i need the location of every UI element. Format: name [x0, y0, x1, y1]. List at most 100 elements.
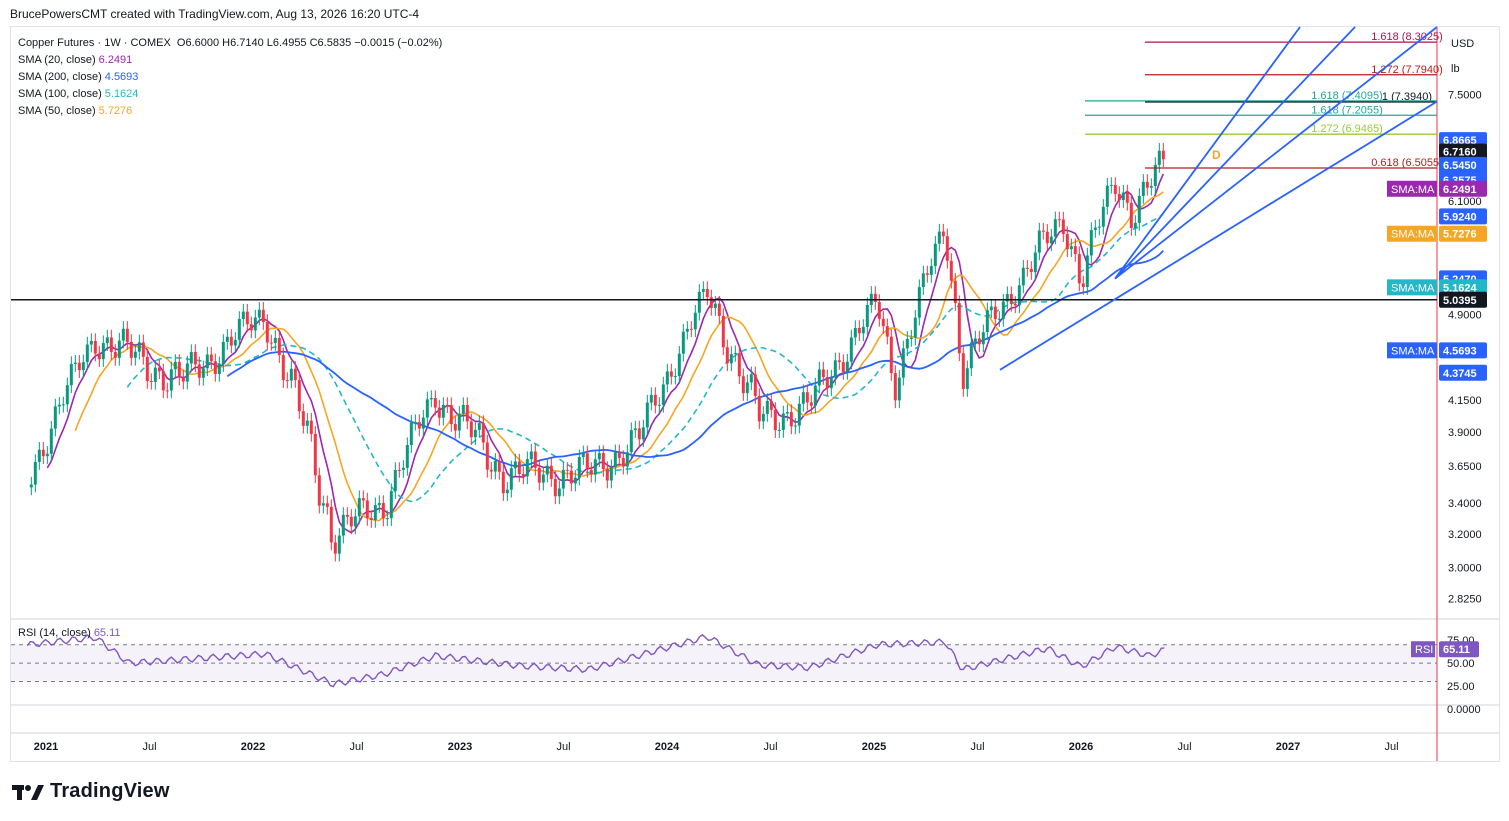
- sma50-label: SMA (50, close): [18, 105, 96, 117]
- candle-body: [197, 364, 201, 378]
- candle: [825, 369, 829, 396]
- candle: [889, 328, 893, 381]
- candle-body: [457, 413, 461, 431]
- price-tag-value: 5.1624: [1443, 282, 1478, 294]
- candle-body: [125, 328, 129, 342]
- candle-body: [365, 500, 369, 518]
- candle: [41, 442, 45, 464]
- price-tick-label: 3.4000: [1448, 498, 1482, 510]
- candle-body: [1049, 236, 1053, 244]
- candle: [525, 451, 529, 485]
- price-tag-value: 5.7276: [1443, 229, 1477, 241]
- legend-sma20[interactable]: SMA (20, close) 6.2491: [18, 52, 442, 69]
- candle: [853, 320, 857, 346]
- price-tag-box: [1439, 225, 1487, 242]
- candle: [701, 281, 705, 300]
- candle-body: [225, 336, 229, 342]
- price-tag-value: 6.2491: [1443, 184, 1477, 196]
- candle-body: [573, 477, 577, 484]
- candle: [293, 361, 297, 388]
- candle: [349, 509, 353, 535]
- ma-tag-label-box: [1387, 180, 1437, 197]
- candle-body: [325, 503, 329, 507]
- candle-body: [1125, 192, 1129, 203]
- candle-body: [425, 399, 429, 418]
- candle-body: [1073, 246, 1077, 255]
- candle: [829, 369, 833, 396]
- candle-body: [901, 348, 905, 378]
- candle-body: [861, 326, 865, 334]
- candle: [129, 334, 133, 366]
- candle: [1133, 215, 1137, 236]
- candle: [417, 414, 421, 437]
- candle: [233, 332, 237, 354]
- candle: [33, 454, 37, 493]
- candle-body: [93, 340, 97, 354]
- candle-body: [897, 377, 901, 401]
- price-tag-value: 5.0395: [1443, 295, 1477, 307]
- candle-body: [797, 403, 801, 426]
- candle-body: [801, 392, 805, 404]
- sma20-label: SMA (20, close): [18, 54, 96, 66]
- candle-body: [153, 367, 157, 382]
- candle: [245, 303, 249, 333]
- legend-sma200[interactable]: SMA (200, close) 4.5693: [18, 69, 442, 86]
- candle: [965, 360, 969, 397]
- candle-body: [521, 474, 525, 477]
- candle: [757, 388, 761, 430]
- candle: [449, 397, 453, 432]
- candle-body: [361, 498, 365, 501]
- rsi-line: [26, 633, 1165, 688]
- sma100-line: [126, 213, 1164, 503]
- price-tick-label: 6.1000: [1448, 196, 1482, 208]
- rsi-legend[interactable]: RSI (14, close) 65.11: [18, 627, 121, 639]
- candle-body: [97, 353, 101, 360]
- candle-body: [1137, 196, 1141, 223]
- candle: [149, 373, 153, 390]
- candle-body: [461, 405, 465, 414]
- candle: [45, 446, 49, 464]
- candle: [861, 319, 865, 342]
- candle-body: [309, 420, 313, 434]
- candle-body: [793, 425, 797, 427]
- candle-body: [293, 368, 297, 381]
- candle: [421, 409, 425, 437]
- candle: [369, 510, 373, 528]
- tradingview-logo-icon: [12, 782, 44, 802]
- candle: [1017, 277, 1021, 314]
- candle-body: [377, 502, 381, 506]
- legend-sma50[interactable]: SMA (50, close) 5.7276: [18, 103, 442, 120]
- candle: [581, 445, 585, 465]
- tradingview-logo[interactable]: TradingView: [12, 780, 170, 803]
- candle: [697, 284, 701, 321]
- candle: [261, 302, 265, 330]
- candle: [585, 445, 589, 478]
- candle-body: [245, 311, 249, 325]
- time-tick-label: 2024: [655, 741, 680, 753]
- unit-label[interactable]: lb: [1451, 63, 1460, 75]
- candle: [425, 391, 429, 426]
- currency-label[interactable]: USD: [1451, 38, 1475, 50]
- sma20-value: 6.2491: [98, 54, 133, 66]
- candle-body: [77, 362, 81, 371]
- candle: [753, 366, 757, 404]
- candle: [549, 458, 553, 487]
- candle: [1081, 275, 1085, 295]
- candle-body: [1013, 303, 1017, 306]
- candle: [437, 399, 441, 426]
- candle-body: [717, 303, 721, 316]
- ma-tag-label: SMA:MA: [1391, 184, 1435, 196]
- candle: [273, 330, 277, 351]
- candle-body: [729, 353, 733, 364]
- candle: [29, 476, 33, 496]
- candle: [361, 490, 365, 509]
- candle: [365, 492, 369, 526]
- candle-body: [621, 458, 625, 467]
- legend-sma100[interactable]: SMA (100, close) 5.1624: [18, 86, 442, 103]
- candle-body: [829, 377, 833, 389]
- candle: [37, 442, 41, 470]
- candle-body: [881, 318, 885, 327]
- candle: [357, 490, 361, 525]
- candle-body: [737, 353, 741, 377]
